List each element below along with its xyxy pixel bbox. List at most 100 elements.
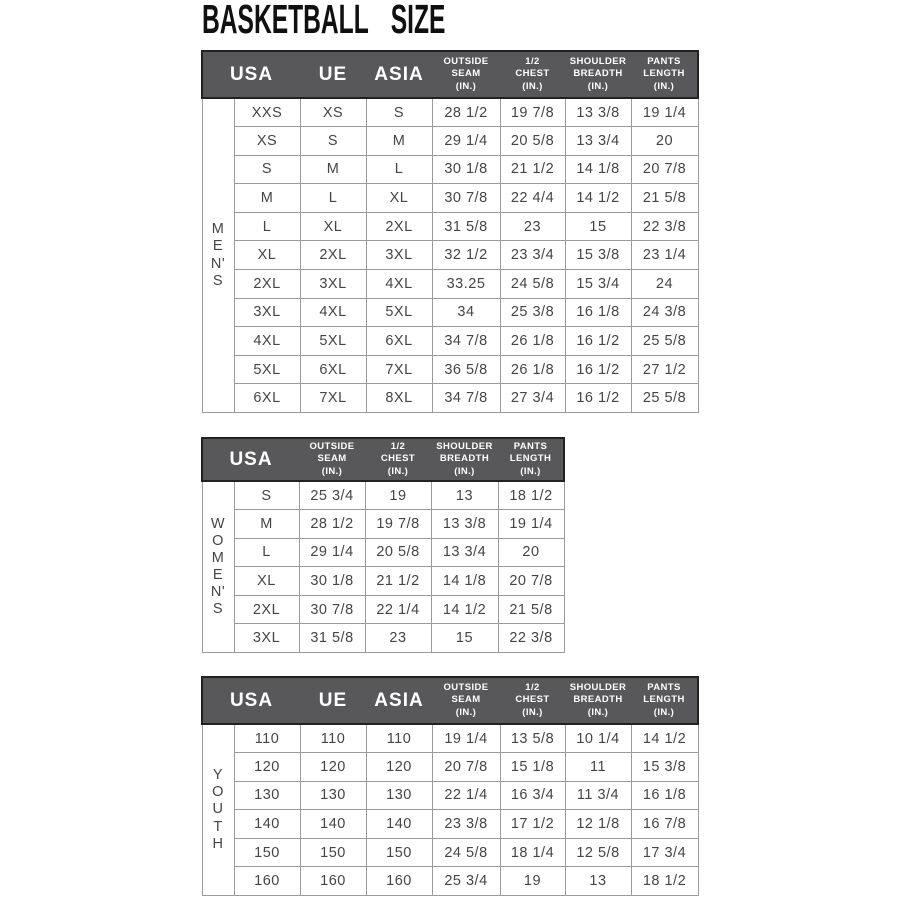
size-cell: 5XL bbox=[299, 326, 367, 356]
size-cell: 160 bbox=[299, 866, 367, 897]
column-header: SHOULDER BREADTH (IN.) bbox=[565, 50, 631, 99]
size-cell: 13 3/4 bbox=[564, 126, 632, 156]
size-cell: 11 bbox=[564, 752, 632, 782]
size-cell: 110 bbox=[365, 723, 433, 754]
size-cell: 14 1/2 bbox=[430, 594, 499, 625]
size-cell: 22 3/8 bbox=[497, 623, 565, 654]
size-cell: 6XL bbox=[365, 326, 433, 356]
size-cell: 120 bbox=[365, 752, 433, 782]
size-cell: 17 3/4 bbox=[630, 837, 699, 868]
size-cell: 29 1/4 bbox=[431, 126, 501, 156]
column-header: USA bbox=[201, 676, 300, 725]
size-cell: 140 bbox=[365, 809, 433, 839]
size-cell: 20 7/8 bbox=[630, 154, 699, 185]
size-cell: 22 4/4 bbox=[499, 183, 566, 213]
size-cell: 31 5/8 bbox=[298, 623, 366, 654]
size-cell: 15 bbox=[430, 623, 499, 654]
size-cell: 19 1/4 bbox=[630, 97, 699, 128]
size-cell: 12 1/8 bbox=[564, 809, 632, 839]
size-cell: 19 7/8 bbox=[499, 97, 566, 128]
size-cell: 15 3/8 bbox=[564, 240, 632, 271]
size-cell: 18 1/2 bbox=[497, 480, 565, 511]
size-cell: L bbox=[233, 537, 300, 568]
size-cell: 6XL bbox=[299, 354, 367, 385]
size-cell: 22 3/8 bbox=[630, 211, 699, 242]
size-cell: 20 5/8 bbox=[499, 126, 566, 156]
size-cell: 15 3/4 bbox=[564, 269, 632, 299]
table-row: M 28 1/2 19 7/8 13 3/8 19 1/4 bbox=[202, 509, 565, 539]
womens-size-table: USA OUTSIDE SEAM (IN.) 1/2 CHEST (IN.) SHOU… bbox=[201, 437, 565, 654]
size-table: USA UE ASIA OUTSIDE SEAM (IN.) 1/2 CHEST (IN… bbox=[201, 676, 699, 897]
size-cell: 8XL bbox=[365, 383, 433, 414]
size-cell: 130 bbox=[365, 780, 433, 811]
size-cell: L bbox=[299, 183, 367, 213]
table-row: S M L 30 1/8 21 1/2 14 1/8 20 7/8 bbox=[202, 154, 699, 185]
table-row: 4XL 5XL 6XL 34 7/8 26 1/8 16 1/2 25 5/8 bbox=[202, 326, 699, 356]
size-cell: 2XL bbox=[233, 594, 300, 625]
size-cell: 25 5/8 bbox=[630, 383, 699, 414]
size-cell: 21 1/2 bbox=[364, 566, 432, 596]
size-cell: 26 1/8 bbox=[499, 326, 566, 356]
size-cell: XXS bbox=[233, 97, 301, 128]
size-cell: 19 bbox=[499, 866, 566, 897]
section-vertical-label: Y O U T H bbox=[201, 723, 235, 897]
youth-size-table: USA UE ASIA OUTSIDE SEAM (IN.) 1/2 CHEST (IN… bbox=[201, 676, 699, 897]
size-cell: 19 1/4 bbox=[497, 509, 565, 539]
size-cell: 25 3/4 bbox=[298, 480, 366, 511]
size-cell: 3XL bbox=[365, 240, 433, 271]
size-cell: 24 3/8 bbox=[630, 297, 699, 328]
size-cell: XS bbox=[233, 126, 301, 156]
table-row: XL 30 1/8 21 1/2 14 1/8 20 7/8 bbox=[202, 566, 565, 596]
size-cell: 16 1/2 bbox=[564, 354, 632, 385]
column-header: PANTS LENGTH (IN.) bbox=[631, 676, 699, 725]
header-row: USA OUTSIDE SEAM (IN.) 1/2 CHEST (IN.) SHOU… bbox=[201, 437, 565, 482]
size-cell: 14 1/8 bbox=[564, 154, 632, 185]
column-header: OUTSIDE SEAM (IN.) bbox=[432, 676, 500, 725]
size-cell: 16 1/2 bbox=[564, 326, 632, 356]
size-cell: 20 bbox=[497, 537, 565, 568]
size-cell: 7XL bbox=[365, 354, 433, 385]
size-cell: 3XL bbox=[233, 623, 300, 654]
size-cell: 2XL bbox=[365, 211, 433, 242]
column-header: 1/2 CHEST (IN.) bbox=[500, 50, 565, 99]
size-cell: 30 7/8 bbox=[298, 594, 366, 625]
size-cell: 130 bbox=[233, 780, 301, 811]
size-cell: 20 5/8 bbox=[364, 537, 432, 568]
size-cell: 19 7/8 bbox=[364, 509, 432, 539]
size-cell: S bbox=[233, 480, 300, 511]
table-row: 120 120 120 20 7/8 15 1/8 11 15 3/8 bbox=[202, 752, 699, 782]
size-table: USA UE ASIA OUTSIDE SEAM (IN.) 1/2 CHEST (IN… bbox=[201, 50, 699, 414]
size-cell: 150 bbox=[365, 837, 433, 868]
size-cell: 16 7/8 bbox=[630, 809, 699, 839]
size-cell: S bbox=[233, 154, 301, 185]
size-cell: 23 3/8 bbox=[431, 809, 501, 839]
table-row: 140 140 140 23 3/8 17 1/2 12 1/8 16 7/8 bbox=[202, 809, 699, 839]
size-cell: 16 1/8 bbox=[630, 780, 699, 811]
table-row: M E N' S XXS XS S 28 1/2 19 7/8 13 3/8 19 1/4 bbox=[201, 97, 699, 414]
size-cell: S bbox=[299, 126, 367, 156]
size-cell: 23 3/4 bbox=[499, 240, 566, 271]
size-cell: 30 1/8 bbox=[431, 154, 501, 185]
size-cell: 18 1/4 bbox=[499, 837, 566, 868]
header-row: USA UE ASIA OUTSIDE SEAM (IN.) 1/2 CHEST (IN… bbox=[201, 50, 699, 99]
size-cell: 31 5/8 bbox=[431, 211, 501, 242]
table-row: 150 150 150 24 5/8 18 1/4 12 5/8 17 3/4 bbox=[202, 837, 699, 868]
size-cell: 16 1/8 bbox=[564, 297, 632, 328]
size-cell: 15 3/8 bbox=[630, 752, 699, 782]
table-row: 2XL 30 7/8 22 1/4 14 1/2 21 5/8 bbox=[202, 594, 565, 625]
size-cell: 33.25 bbox=[431, 269, 501, 299]
size-cell: 13 3/4 bbox=[430, 537, 499, 568]
size-cell: 12 5/8 bbox=[564, 837, 632, 868]
table-row: XS S M 29 1/4 20 5/8 13 3/4 20 bbox=[202, 126, 699, 156]
table-row: 6XL 7XL 8XL 34 7/8 27 3/4 16 1/2 25 5/8 bbox=[202, 383, 699, 414]
size-cell: 21 1/2 bbox=[499, 154, 566, 185]
size-cell: 10 1/4 bbox=[564, 723, 632, 754]
size-cell: 30 7/8 bbox=[431, 183, 501, 213]
size-cell: 19 1/4 bbox=[431, 723, 501, 754]
size-cell: 24 5/8 bbox=[431, 837, 501, 868]
size-cell: 13 3/8 bbox=[564, 97, 632, 128]
table-row: L 29 1/4 20 5/8 13 3/4 20 bbox=[202, 537, 565, 568]
column-header: UE bbox=[300, 50, 366, 99]
size-cell: 14 1/2 bbox=[630, 723, 699, 754]
size-cell: 16 1/2 bbox=[564, 383, 632, 414]
